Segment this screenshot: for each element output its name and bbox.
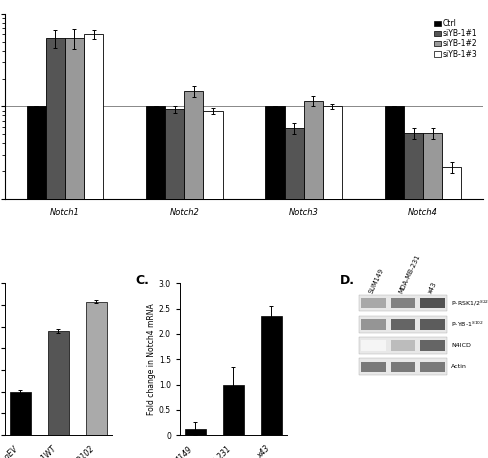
Text: SUM149: SUM149 <box>368 267 385 294</box>
Bar <box>362 298 386 308</box>
Bar <box>391 361 415 372</box>
Text: Actin: Actin <box>451 365 467 369</box>
Bar <box>323 106 342 458</box>
Text: D.: D. <box>340 274 355 287</box>
Bar <box>265 106 285 458</box>
Bar <box>420 361 445 372</box>
Bar <box>27 106 46 458</box>
Bar <box>86 302 107 435</box>
Bar <box>420 340 445 351</box>
Y-axis label: Fold change in Notch4 mRNA: Fold change in Notch4 mRNA <box>147 303 156 415</box>
Bar <box>442 167 461 458</box>
Bar <box>359 359 447 375</box>
Bar <box>223 385 244 435</box>
Text: x43: x43 <box>427 280 438 294</box>
Bar <box>185 429 206 435</box>
Text: N4ICD: N4ICD <box>451 343 471 348</box>
Bar <box>261 316 282 435</box>
Bar <box>420 319 445 330</box>
Bar <box>10 392 31 435</box>
Bar <box>203 111 223 458</box>
Bar <box>65 38 84 458</box>
Bar <box>84 34 103 458</box>
Bar <box>423 133 442 458</box>
Bar <box>359 316 447 333</box>
Bar <box>391 298 415 308</box>
Bar <box>46 38 65 458</box>
Bar <box>146 106 165 458</box>
Bar <box>391 340 415 351</box>
Text: P-YB-1$^{S102}$: P-YB-1$^{S102}$ <box>451 320 484 329</box>
Bar <box>359 337 447 354</box>
Bar <box>362 361 386 372</box>
Bar <box>304 101 323 458</box>
Bar <box>165 109 184 458</box>
Bar <box>362 340 386 351</box>
Bar <box>420 298 445 308</box>
Bar <box>184 92 203 458</box>
Bar <box>359 295 447 311</box>
Bar <box>285 128 304 458</box>
Bar <box>385 106 404 458</box>
Bar <box>48 331 69 435</box>
Text: P-RSK1/2$^{S221/7}$: P-RSK1/2$^{S221/7}$ <box>451 299 488 308</box>
Bar <box>404 133 423 458</box>
Bar <box>362 319 386 330</box>
Text: C.: C. <box>135 274 149 287</box>
Text: MDA-MB-231: MDA-MB-231 <box>398 253 421 294</box>
Legend: Ctrl, siYB-1#1, siYB-1#2, siYB-1#3: Ctrl, siYB-1#1, siYB-1#2, siYB-1#3 <box>432 17 479 60</box>
Bar <box>391 319 415 330</box>
